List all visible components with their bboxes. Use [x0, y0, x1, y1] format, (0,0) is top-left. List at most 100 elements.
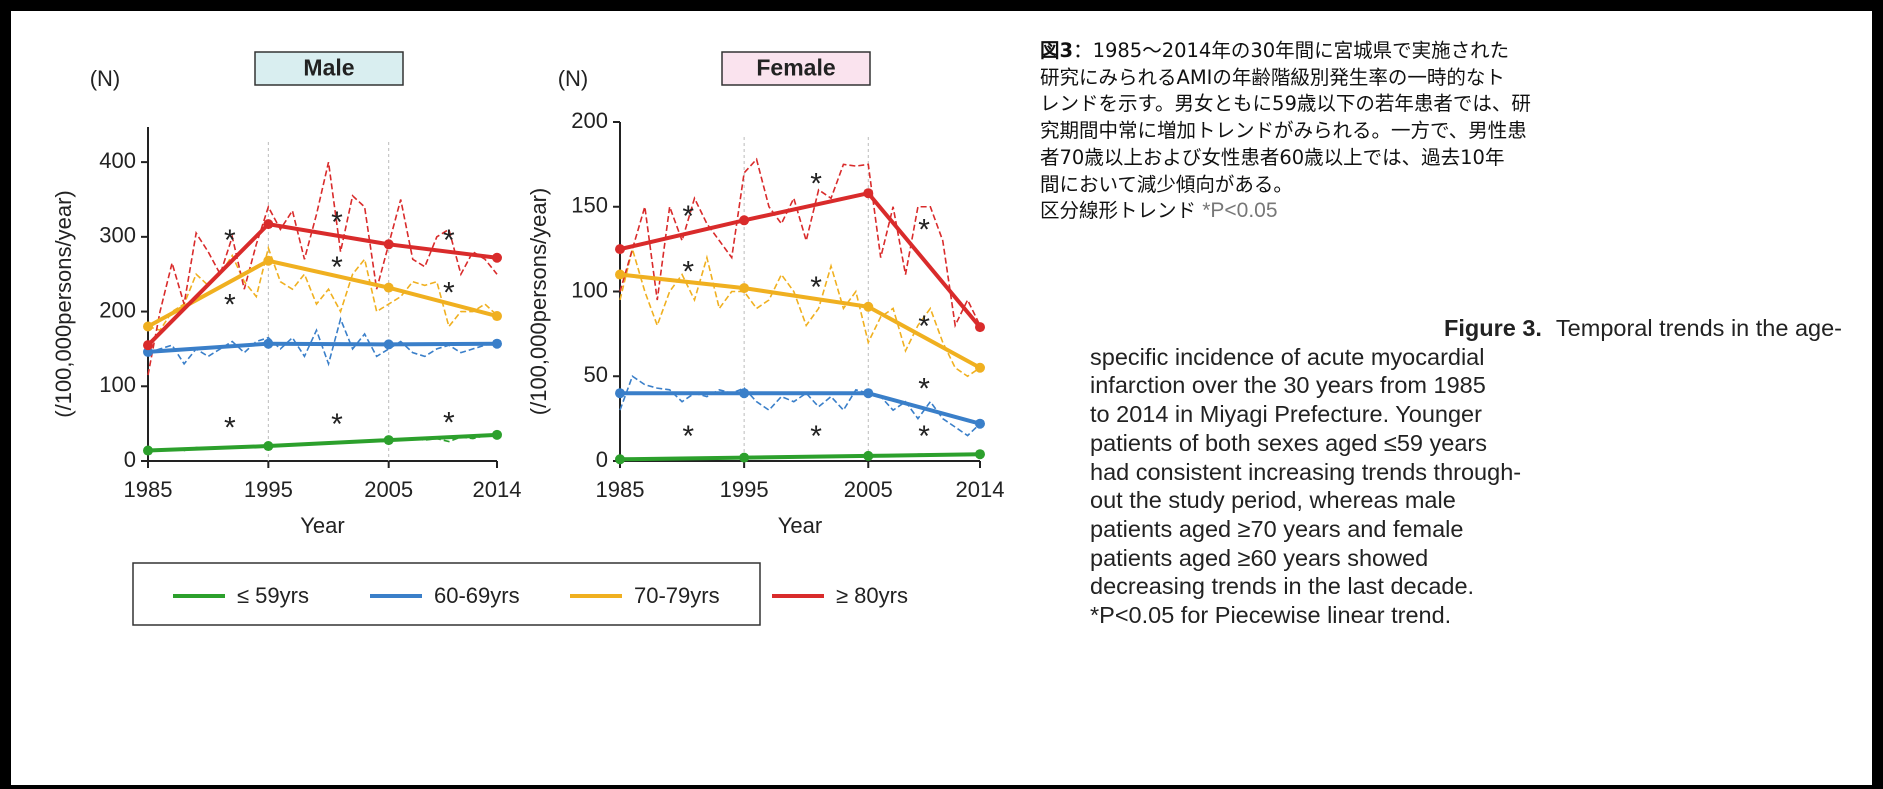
trend-point [492, 429, 502, 440]
trend-point [263, 338, 274, 349]
significance-mark: * [682, 200, 694, 233]
significance-mark: * [224, 224, 236, 257]
significance-mark: * [443, 276, 455, 309]
annual-line [147, 316, 498, 367]
trend-point [975, 322, 985, 333]
trend-line [146, 221, 498, 347]
significance-mark: * [443, 406, 455, 439]
caption-line: レンドを示す。男女ともに59歳以下の若年患者では、研 [1040, 91, 1540, 118]
y-tick-label: 150 [571, 193, 608, 218]
trend-point [615, 454, 625, 465]
annual-line [619, 246, 981, 378]
trend-line [147, 432, 498, 453]
caption-text: 者70歳以上および女性患者60歳以上では、過去10年 [1040, 145, 1505, 169]
caption-text: 区分線形トレンド [1040, 199, 1197, 223]
trend-point [739, 215, 750, 226]
x-tick-label: 1985 [124, 477, 173, 502]
significance-mark: * [810, 420, 822, 453]
unit-label: (N) [558, 66, 589, 91]
x-tick-label: 2005 [364, 477, 413, 502]
significance-mark: * [224, 288, 236, 321]
trend-point [263, 441, 274, 452]
caption-line: had consistent increasing trends through… [1090, 458, 1842, 487]
trend-point [263, 255, 274, 266]
trend-point [615, 388, 625, 399]
caption-line: patients aged ≥70 years and female [1090, 515, 1842, 544]
caption-text: decreasing trends in the last decade. [1090, 573, 1475, 600]
caption-text: 研究にみられるAMIの年齢階級別発生率の一時的なト [1040, 65, 1505, 89]
significance-mark: * [810, 168, 822, 201]
trend-point [383, 239, 394, 250]
caption-line: specific incidence of acute myocardial [1090, 343, 1842, 372]
caption-line: infarction over the 30 years from 1985 [1090, 371, 1842, 400]
trend-point [615, 269, 625, 280]
caption-label: 図3 [1040, 39, 1074, 62]
trend-point [739, 388, 750, 399]
unit-label: (N) [90, 66, 121, 91]
significance-mark: * [443, 224, 455, 257]
y-tick-label: 100 [99, 372, 136, 397]
caption-text: 究期間中常に増加トレンドがみられる。一方で、男性患 [1040, 119, 1527, 143]
caption-text: had consistent increasing trends through… [1090, 458, 1522, 485]
y-tick-label: 0 [124, 447, 136, 472]
trend-point [739, 283, 750, 294]
y-tick-label: 200 [571, 108, 608, 133]
x-axis-label: Year [300, 513, 344, 538]
x-tick-label: 1995 [720, 477, 769, 502]
caption-text: レンドを示す。男女ともに59歳以下の若年患者では、研 [1040, 92, 1531, 116]
y-tick-label: 300 [99, 223, 136, 248]
caption-text: patients of both sexes aged ≤59 years [1090, 429, 1487, 456]
caption-text: Temporal trends in the age- [1555, 315, 1842, 341]
significance-mark: * [682, 420, 694, 453]
legend-label: ≤ 59yrs [237, 583, 309, 608]
y-axis-label: (/100,000persons/year) [51, 190, 76, 417]
trend-point [263, 219, 274, 230]
caption-text: 間において減少傾向がある。 [1040, 172, 1293, 196]
trend-point [975, 418, 985, 429]
trend-line [619, 272, 981, 370]
trend-point [863, 188, 874, 199]
x-tick-label: 2005 [844, 477, 893, 502]
y-tick-label: 200 [99, 297, 136, 322]
caption-line: decreasing trends in the last decade. [1090, 572, 1842, 601]
trend-point [975, 449, 985, 460]
x-tick-label: 2014 [473, 477, 522, 502]
panel-title-box [721, 51, 871, 86]
legend-label: ≥ 80yrs [836, 583, 908, 608]
significance-mark: * [918, 310, 930, 343]
trend-point [143, 340, 153, 351]
caption-line: *P<0.05 for Piecewise linear trend. [1090, 601, 1842, 630]
caption-en: Figure 3. Temporal trends in the age-spec… [1090, 314, 1842, 630]
significance-mark: * [682, 256, 694, 289]
caption-line: out the study period, whereas male [1090, 486, 1842, 515]
significance-mark: * [331, 408, 343, 441]
y-tick-label: 100 [571, 277, 608, 302]
trend-point [863, 388, 874, 399]
panel-title: Female [756, 55, 835, 81]
annual-line [619, 375, 981, 437]
trend-point [143, 321, 153, 332]
trend-point [863, 450, 874, 461]
significance-mark: * [918, 373, 930, 406]
trend-point [615, 244, 625, 255]
trend-point [383, 339, 394, 350]
trend-line [620, 391, 981, 426]
caption-label: Figure 3. [1443, 315, 1542, 341]
legend-box [132, 562, 761, 626]
significance-mark: * [331, 206, 343, 239]
significance-mark: * [918, 420, 930, 453]
y-tick-label: 400 [99, 148, 136, 173]
caption-line: Figure 3. Temporal trends in the age- [1090, 314, 1842, 343]
caption-text: *P<0.05 for Piecewise linear trend. [1090, 602, 1452, 629]
caption-line: to 2014 in Miyagi Prefecture. Younger [1090, 400, 1842, 429]
caption-note: *P<0.05 [1202, 199, 1278, 223]
x-axis-label: Year [778, 513, 822, 538]
trend-line [147, 258, 498, 329]
annual-line [147, 161, 498, 376]
trend-line [619, 452, 981, 462]
trend-line [147, 341, 498, 354]
y-tick-label: 50 [584, 362, 608, 387]
